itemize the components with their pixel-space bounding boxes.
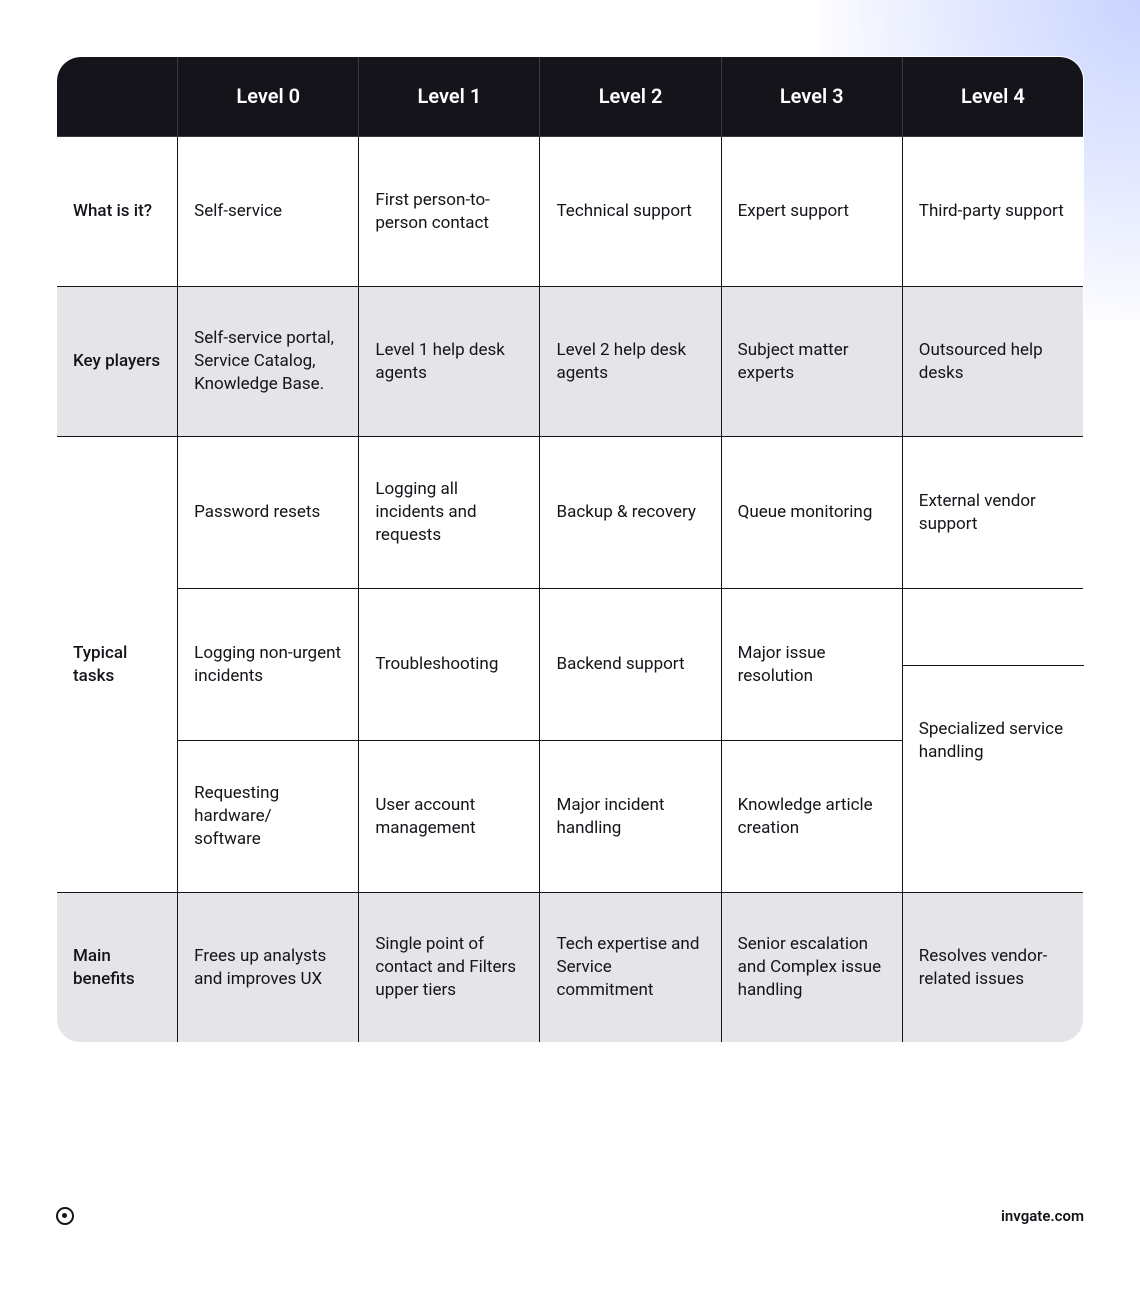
cell: Backend support <box>540 589 721 741</box>
cell: Self-service portal, Service Catalog, Kn… <box>178 287 359 437</box>
cell: External vendor support <box>902 437 1083 589</box>
header-level-0: Level 0 <box>178 57 359 137</box>
page-container: Level 0 Level 1 Level 2 Level 3 Level 4 … <box>0 0 1140 1083</box>
header-level-4: Level 4 <box>902 57 1083 137</box>
table-row: What is it? Self-service First person-to… <box>57 137 1084 287</box>
cell: Logging non-urgent incidents <box>178 589 359 741</box>
cell: Senior escalation and Complex issue hand… <box>721 893 902 1043</box>
table-header-row: Level 0 Level 1 Level 2 Level 3 Level 4 <box>57 57 1084 137</box>
cell: Major incident handling <box>540 741 721 893</box>
cell: Knowledge article creation <box>721 741 902 893</box>
cell: First person-to-person contact <box>359 137 540 287</box>
row-label-benefits: Main benefits <box>57 893 178 1043</box>
cell: User account management <box>359 741 540 893</box>
cell: Technical support <box>540 137 721 287</box>
cell: Password resets <box>178 437 359 589</box>
table-row: Key players Self-service portal, Service… <box>57 287 1084 437</box>
cell: Major issue resolution <box>721 589 902 741</box>
cell: Tech expertise and Service commitment <box>540 893 721 1043</box>
cell: Single point of contact and Filters uppe… <box>359 893 540 1043</box>
table-row: Main benefits Frees up analysts and impr… <box>57 893 1084 1043</box>
cell: Level 1 help desk agents <box>359 287 540 437</box>
header-blank <box>57 57 178 137</box>
cell: Expert support <box>721 137 902 287</box>
cell: Third-party support <box>902 137 1083 287</box>
header-level-1: Level 1 <box>359 57 540 137</box>
footer-site: invgate.com <box>1001 1207 1084 1225</box>
cell: Level 2 help desk agents <box>540 287 721 437</box>
header-level-2: Level 2 <box>540 57 721 137</box>
table-row: Typical tasks Password resets Logging al… <box>57 437 1084 589</box>
cell: Queue monitoring <box>721 437 902 589</box>
support-levels-table: Level 0 Level 1 Level 2 Level 3 Level 4 … <box>56 56 1084 1043</box>
cell: Self-service <box>178 137 359 287</box>
cell: Troubleshooting <box>359 589 540 741</box>
cell: Subject matter experts <box>721 287 902 437</box>
row-label-what: What is it? <box>57 137 178 287</box>
cell: Frees up analysts and improves UX <box>178 893 359 1043</box>
level4-tasks-divider <box>902 665 1083 666</box>
cell: Requesting hardware/ software <box>178 741 359 893</box>
page-footer: invgate.com <box>56 1207 1084 1225</box>
cell: Backup & recovery <box>540 437 721 589</box>
cell: Logging all incidents and requests <box>359 437 540 589</box>
row-label-players: Key players <box>57 287 178 437</box>
cell: Outsourced help desks <box>902 287 1083 437</box>
cell: Specialized service handling <box>902 589 1083 893</box>
cell: Resolves vendor-related issues <box>902 893 1083 1043</box>
logo-icon <box>56 1207 74 1225</box>
row-label-tasks: Typical tasks <box>57 437 178 893</box>
header-level-3: Level 3 <box>721 57 902 137</box>
